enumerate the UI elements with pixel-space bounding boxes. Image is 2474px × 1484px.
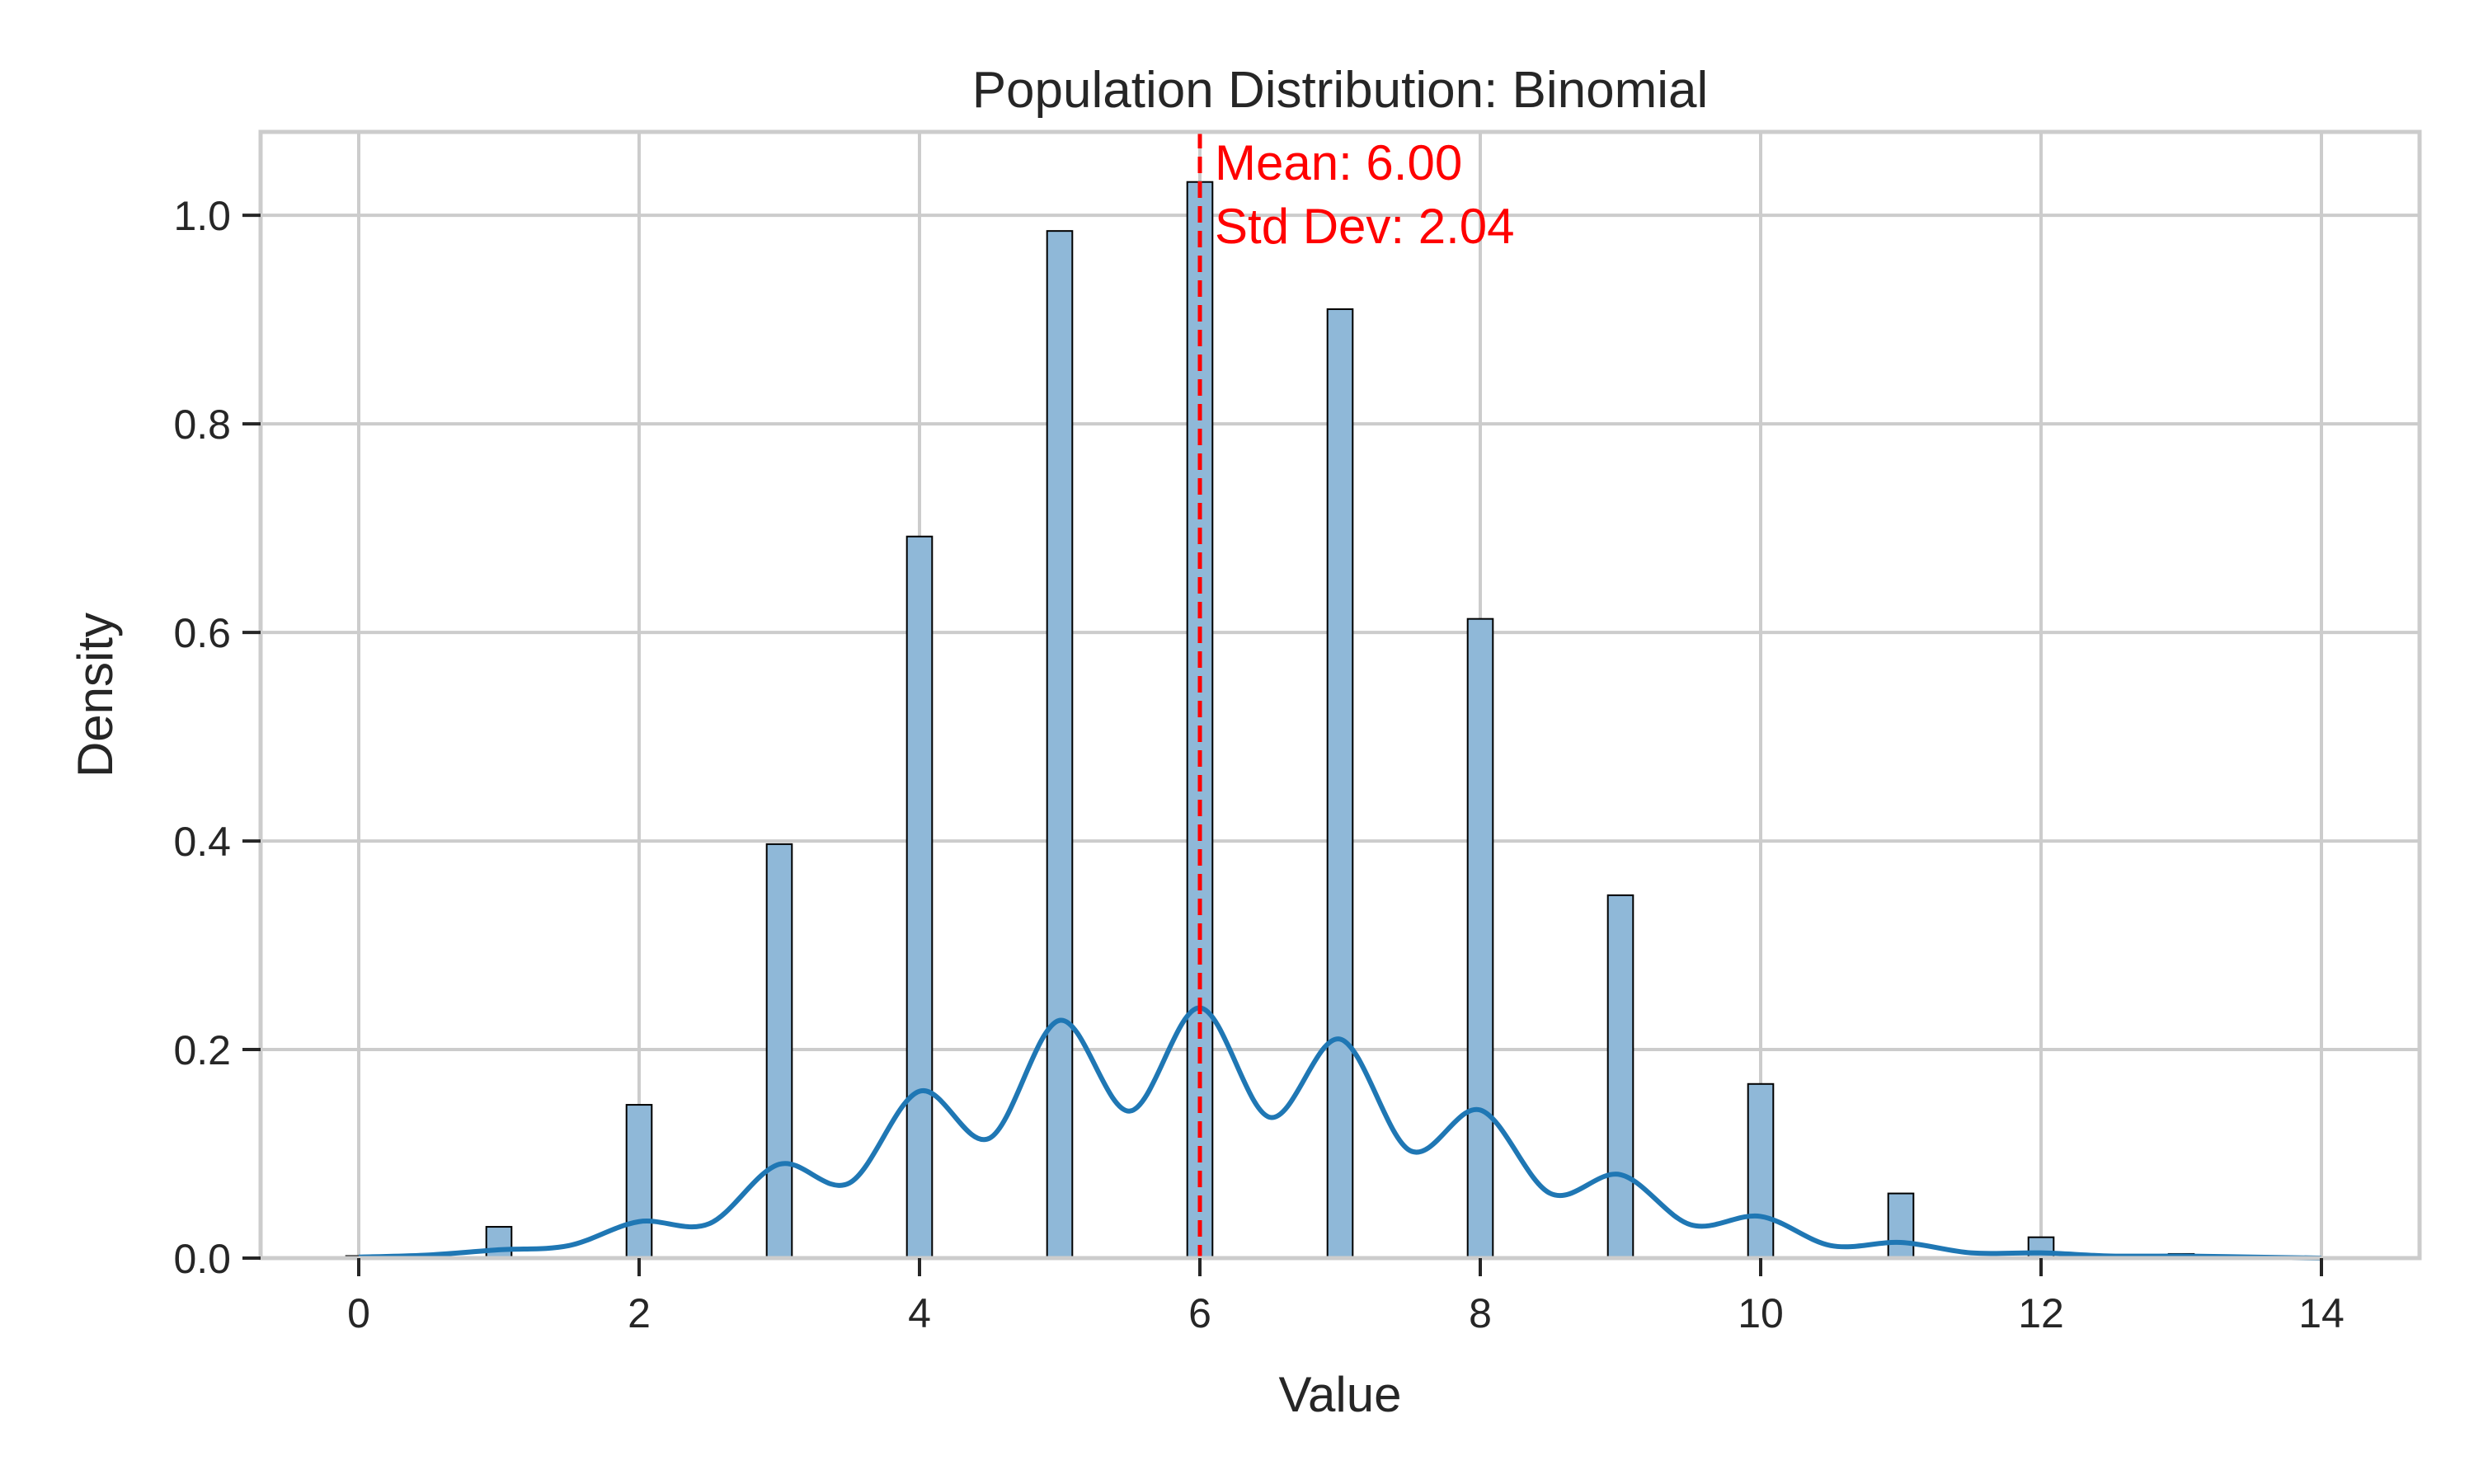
x-tick-label-1: 2 xyxy=(628,1290,651,1336)
x-tick-label-4: 8 xyxy=(1469,1290,1492,1336)
y-axis-label: Density xyxy=(68,613,123,777)
x-axis-ticks: 0 2 4 6 8 10 12 14 xyxy=(347,1258,2345,1336)
histogram-bar-10 xyxy=(1747,1082,1775,1259)
histogram-bar-5 xyxy=(1046,230,1074,1260)
x-tick-label-5: 10 xyxy=(1738,1290,1784,1336)
std-dev-annotation: Std Dev: 2.04 xyxy=(1215,199,1515,254)
y-tick-label-0: 0.0 xyxy=(173,1236,231,1282)
histogram-bar-3 xyxy=(765,843,793,1259)
x-tick-label-3: 6 xyxy=(1188,1290,1211,1336)
y-tick-label-1: 0.2 xyxy=(173,1027,231,1073)
x-tick-label-6: 12 xyxy=(2018,1290,2064,1336)
histogram-bar-4 xyxy=(905,535,934,1259)
x-tick-label-2: 4 xyxy=(908,1290,931,1336)
histogram-bars xyxy=(345,181,2335,1260)
plot-frame xyxy=(258,129,2422,1261)
chart-title: Population Distribution: Binomial xyxy=(972,62,1709,119)
y-tick-label-3: 0.6 xyxy=(173,610,231,656)
x-tick-label-0: 0 xyxy=(347,1290,370,1336)
y-axis-ticks: 0.0 0.2 0.4 0.6 0.8 1.0 xyxy=(173,193,261,1282)
y-tick-label-4: 0.8 xyxy=(173,402,231,448)
histogram-bar-2 xyxy=(625,1104,653,1260)
mean-annotation: Mean: 6.00 xyxy=(1215,135,1462,190)
x-axis-label: Value xyxy=(1278,1367,1401,1422)
histogram-bar-1 xyxy=(485,1226,513,1259)
histogram-bar-9 xyxy=(1606,894,1634,1260)
kde-curve xyxy=(358,1005,2322,1261)
y-tick-label-5: 1.0 xyxy=(173,193,231,239)
x-tick-label-7: 14 xyxy=(2298,1290,2345,1336)
histogram-bar-8 xyxy=(1466,618,1494,1259)
histogram-bar-11 xyxy=(1887,1192,1915,1259)
histogram-bar-7 xyxy=(1326,308,1354,1259)
y-tick-label-2: 0.4 xyxy=(173,819,231,865)
